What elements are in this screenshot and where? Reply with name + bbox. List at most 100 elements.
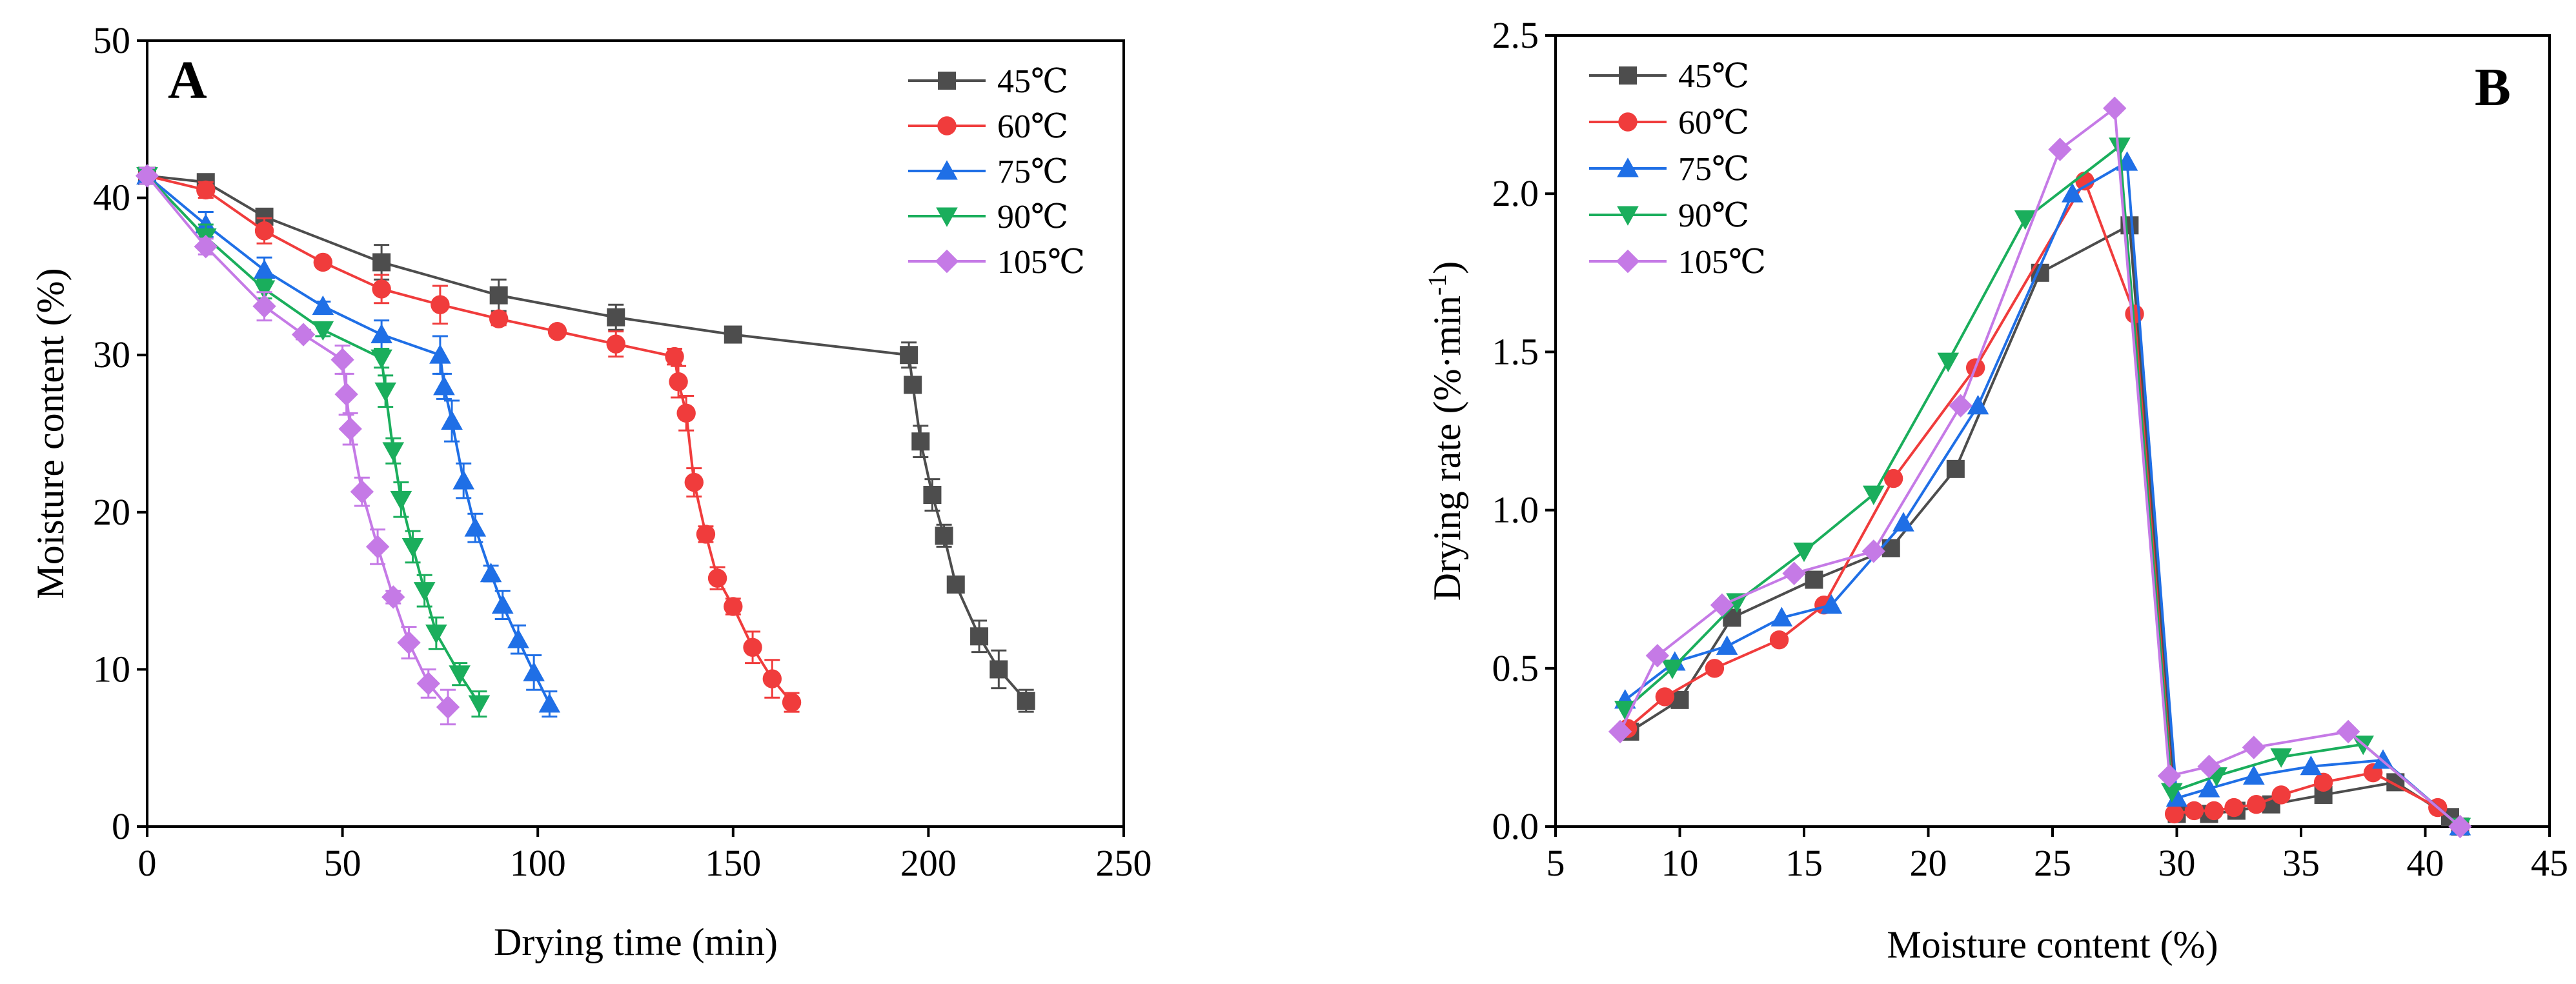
panel-a-series-90-point	[312, 321, 334, 341]
panel-a-x-axis-label: Drying time (min)	[494, 921, 778, 963]
panel-a-series-90-point	[253, 280, 276, 300]
panel-a-x-tick-label: 200	[900, 842, 957, 884]
panel-a-series-45-point	[935, 527, 953, 545]
panel-a-legend-90-marker	[936, 207, 958, 227]
panel-b-series-75-point	[2062, 183, 2084, 203]
panel-b-y-tick-label: 0.0	[1492, 805, 1539, 847]
panel-b-chart: 5 10 15 20 25 30 35 40 45 0.0 0.5 1.0 1.5 2.0 2.5 45℃…	[1423, 14, 2568, 966]
panel-a-y-tick-label: 40	[93, 177, 130, 219]
panel-b-legend-90-label: 90℃	[1678, 197, 1749, 234]
panel-a-series-60-point	[254, 221, 274, 241]
panel-b-x-tick-label: 40	[2407, 842, 2444, 884]
panel-b-legend-45: 45℃	[1589, 58, 1749, 95]
panel-a-legend-105: 105℃	[908, 244, 1085, 281]
panel-b-series-105-point	[2242, 736, 2266, 759]
panel-b-x-tick-label: 25	[2034, 842, 2071, 884]
panel-b-legend-60-marker	[1618, 112, 1638, 132]
panel-b-y-tick-label: 1.0	[1492, 489, 1539, 531]
panel-a-series-60	[137, 166, 802, 713]
panel-b-series-105-point	[2048, 137, 2072, 161]
panel-a-series-105-point	[436, 695, 460, 719]
panel-a-y-tick-label: 20	[93, 491, 130, 533]
panel-b-legend-105-marker	[1616, 249, 1640, 274]
panel-a-letter: A	[168, 50, 207, 110]
panel-b-series-75-point	[2243, 765, 2265, 785]
panel-a-series-75-point	[507, 628, 529, 648]
panel-a-series-45-point	[946, 575, 965, 594]
panel-b-series-90-point	[2014, 210, 2036, 230]
panel-a-series-75-point	[523, 661, 545, 681]
panel-b-series-60-point	[2204, 801, 2224, 821]
panel-a-series-45-point	[904, 376, 922, 394]
panel-a-y-tick-label: 0	[112, 805, 130, 847]
panel-b-y-axis-label: Drying rate (%·min-1)	[1423, 261, 1468, 601]
panel-a-series-45-point	[989, 660, 1008, 679]
panel-a-chart: 0 50 100 150 200 250 0 10 20 30 40 50 45℃ 60℃ 75℃ 90℃…	[29, 19, 1152, 963]
panel-a-legend-75-marker	[936, 160, 958, 180]
panel-b-legend-90: 90℃	[1589, 197, 1749, 234]
panel-b-y-axis-label-sup: -1	[1423, 274, 1452, 296]
panel-b-legend-60-label: 60℃	[1678, 105, 1749, 141]
panel-a-series-105-point	[350, 479, 374, 504]
panel-b-series-60-point	[2184, 801, 2204, 821]
panel-a-series-75-point	[480, 563, 502, 583]
panel-b-legend-45-label: 45℃	[1678, 58, 1749, 95]
panel-a-series-60-point	[696, 525, 716, 544]
panel-b-x-tick-label: 10	[1661, 842, 1699, 884]
panel-a-series-75-point	[441, 410, 463, 430]
panel-a-legend-45: 45℃	[908, 63, 1068, 100]
panel-b-series-105-point	[1608, 719, 1632, 744]
panel-b-x-tick-label: 30	[2158, 842, 2196, 884]
panel-a-series-75-point	[464, 517, 487, 537]
panel-a-series-105-point	[194, 234, 218, 259]
panel-a-series-60-point	[724, 597, 743, 616]
panel-a-series-75-point	[433, 376, 455, 396]
panel-b-series-60-point	[2164, 804, 2184, 824]
panel-b-y-tick-label: 1.5	[1492, 330, 1539, 372]
panel-a-y-ticks: 0 10 20 30 40 50	[93, 19, 147, 847]
panel-b-x-tick-label: 45	[2531, 842, 2568, 884]
panel-a-legend-75-label: 75℃	[997, 154, 1068, 190]
panel-a-series-45-point	[1017, 692, 1035, 710]
panel-a-series-90-point	[370, 349, 392, 369]
panel-b-legend-75-marker	[1617, 157, 1639, 177]
panel-a-series-105-point	[252, 294, 276, 318]
panel-a-series-45	[138, 166, 1035, 713]
panel-b-series-60-point	[1655, 687, 1675, 707]
panel-b-series-105-point	[2103, 96, 2127, 120]
panel-b-y-tick-label: 0.5	[1492, 647, 1539, 689]
panel-b-legend-60: 60℃	[1589, 105, 1749, 141]
panel-b-letter: B	[2475, 57, 2511, 117]
panel-b-series-105-point	[2448, 814, 2472, 839]
panel-a-series-60-point	[489, 309, 509, 328]
panel-b-series-75-point	[2165, 787, 2188, 807]
panel-a-series-60-point	[707, 568, 727, 588]
panel-b-series	[1608, 96, 2472, 839]
panel-b-y-tick-label: 2.5	[1492, 14, 1539, 56]
panel-b-legend: 45℃ 60℃ 75℃ 90℃ 105℃	[1589, 58, 1766, 281]
panel-b-y-tick-label: 2.0	[1492, 172, 1539, 214]
panel-a-legend-60-label: 60℃	[997, 108, 1068, 145]
panel-a-series-90	[136, 166, 491, 718]
panel-b-series-75-point	[1820, 594, 1843, 614]
panel-b-series-45	[1621, 216, 2470, 836]
panel-a-series-45-point	[923, 486, 942, 505]
panel-a-series-75-point	[253, 259, 276, 279]
panel-a-series-90-point	[413, 582, 436, 602]
panel-a-series-90-point	[449, 665, 471, 685]
panel-b-series-90-point	[1726, 593, 1748, 613]
panel-b-series-75-point	[1892, 512, 1914, 532]
panel-b-legend-45-marker	[1619, 66, 1637, 85]
panel-a-legend-105-marker	[935, 249, 959, 274]
panel-a-series-75-point	[194, 214, 217, 234]
panel-a-series-60-point	[782, 692, 802, 712]
panel-a-series-60-point	[665, 346, 684, 366]
panel-a-series-45-point	[900, 346, 918, 365]
panel-a-x-tick-label: 250	[1096, 842, 1152, 884]
panel-a-series-105-point	[416, 672, 440, 696]
panel-a-legend-75: 75℃	[908, 154, 1068, 190]
panel-b-series-75-point	[2372, 749, 2394, 769]
panel-b-series-60-point	[1883, 468, 1903, 488]
panel-a-x-ticks: 0 50 100 150 200 250	[138, 827, 1152, 884]
panel-b-x-tick-label: 5	[1547, 842, 1565, 884]
